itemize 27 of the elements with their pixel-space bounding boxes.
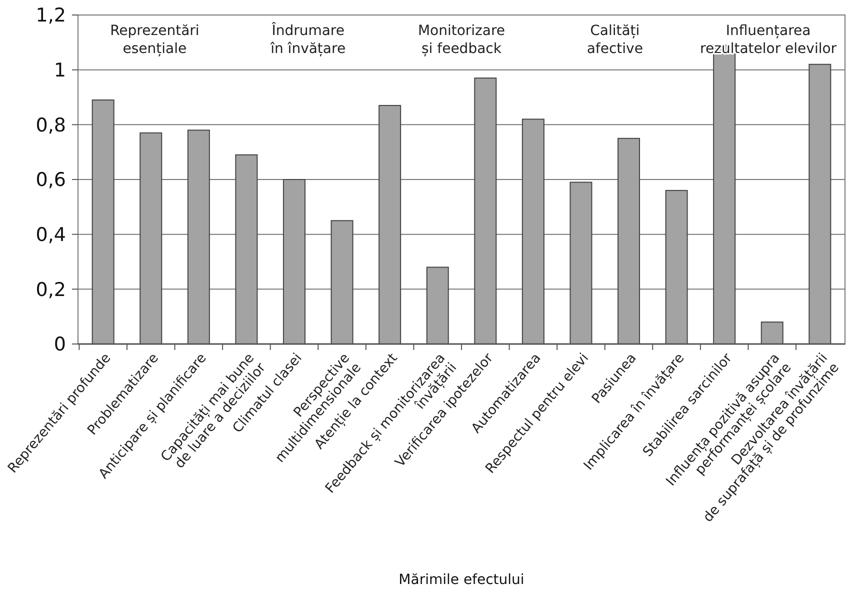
bar: [474, 78, 497, 344]
bar: [570, 182, 592, 344]
bar: [187, 130, 210, 344]
bar: [330, 220, 354, 344]
bar: [808, 64, 832, 344]
bar: [235, 154, 258, 344]
bar: [760, 322, 784, 344]
bar: [522, 118, 544, 344]
bar: [426, 266, 449, 344]
annotation: Calități afective: [586, 23, 643, 57]
bar: [140, 132, 162, 344]
bar: [378, 104, 402, 344]
bar: [282, 179, 306, 344]
annotation: Reprezentări esențiale: [110, 23, 200, 57]
bar: [665, 190, 688, 344]
bar: [618, 138, 640, 344]
x-axis-title: Mărimile efectului: [398, 572, 524, 588]
y-tick-label: 0: [54, 334, 66, 356]
annotation: Monitorizare și feedback: [418, 23, 506, 57]
y-tick-label: 0,2: [36, 278, 66, 301]
y-tick-label: 0,4: [36, 224, 66, 246]
y-tick-label: 1: [54, 59, 66, 82]
y-tick-label: 1,2: [36, 4, 66, 27]
y-tick-label: 0,6: [36, 169, 66, 192]
annotation: Îndrumare în învățare: [270, 22, 346, 57]
bar: [92, 99, 114, 344]
y-tick-label: 0,8: [36, 114, 66, 136]
